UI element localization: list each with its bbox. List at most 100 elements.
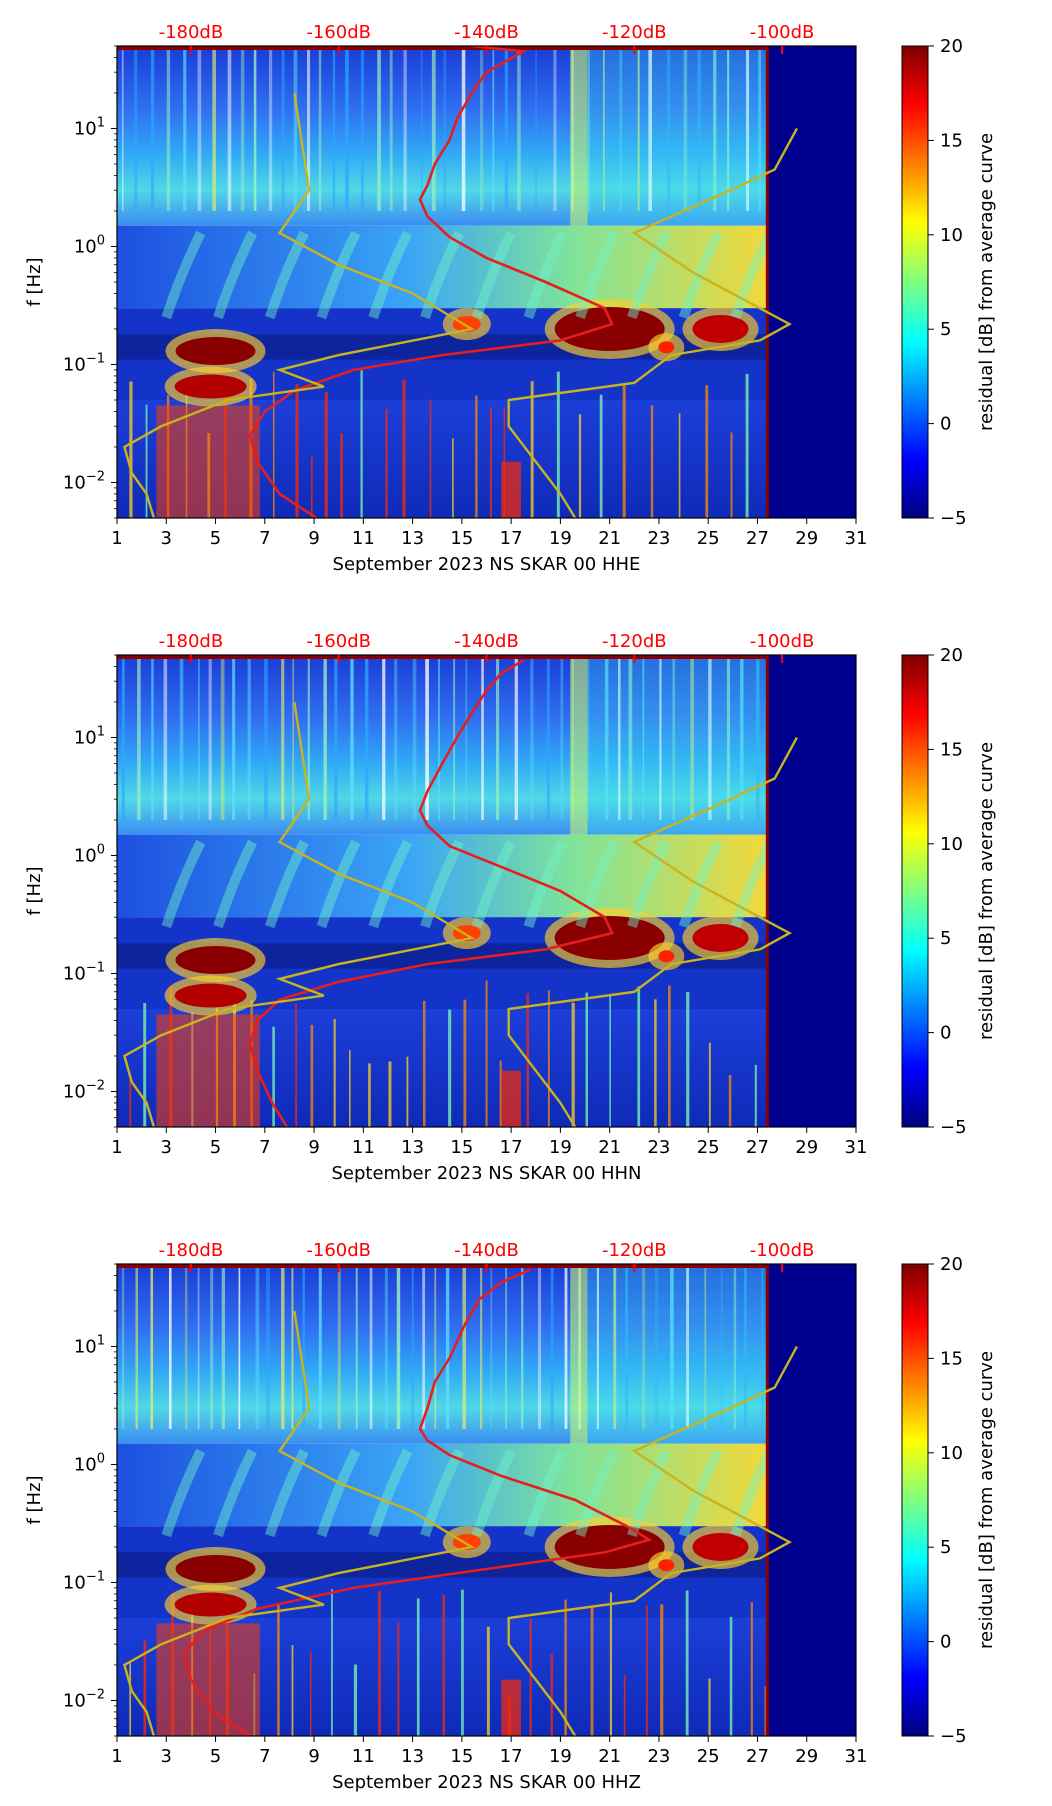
hf-streak — [360, 46, 364, 211]
hf-streak — [166, 46, 171, 211]
hf-streak — [281, 1264, 285, 1429]
x-tick-label: 9 — [308, 1746, 319, 1767]
colorbar — [901, 654, 929, 1128]
lf-spike — [143, 1003, 147, 1127]
hf-bright — [587, 1264, 768, 1444]
lf-spike — [622, 384, 626, 518]
hf-streak — [726, 655, 731, 820]
hf-streak — [690, 655, 694, 820]
spectrogram-image — [117, 46, 856, 518]
colorbar-tick-label: 20 — [940, 645, 963, 666]
hf-streak — [697, 46, 701, 211]
x-tick-label: 29 — [795, 1746, 818, 1767]
x-tick-label: 15 — [450, 1137, 473, 1158]
lf-spike — [660, 1604, 664, 1736]
hf-streak — [505, 1264, 508, 1429]
dispersion-wisp — [471, 230, 516, 320]
dispersion-wisp — [368, 230, 413, 320]
hf-bright — [587, 655, 768, 835]
lf-block — [156, 405, 260, 518]
lf-block — [156, 1014, 260, 1127]
lf-spike — [530, 381, 534, 518]
hf-streak — [628, 655, 633, 820]
hf-streak — [546, 655, 550, 820]
hf-streak — [422, 1264, 426, 1429]
y-axis-title: f [Hz] — [24, 1475, 45, 1524]
hf-streak — [411, 1264, 414, 1429]
lf-spike — [129, 1076, 132, 1127]
hf-streak — [292, 655, 295, 820]
x-tick-label: 23 — [647, 1137, 670, 1158]
hf-streak — [337, 1264, 341, 1429]
dispersion-wisp — [316, 1448, 361, 1538]
x-tick-label: 25 — [697, 528, 720, 549]
dispersion-wisp — [575, 230, 620, 320]
psd-red-curve — [248, 46, 614, 518]
y-tick-label: 10−2 — [63, 469, 105, 493]
hf-streak — [268, 46, 273, 211]
x-tick-label: 25 — [697, 1137, 720, 1158]
dispersion-wisp — [264, 230, 309, 320]
hf-streak — [504, 46, 509, 211]
hf-streak — [637, 46, 640, 211]
db-axis-label: -160dB — [306, 631, 371, 652]
hf-streak — [537, 1264, 542, 1429]
hf-streak — [198, 655, 200, 820]
colorbar-tick-label: −5 — [940, 1117, 967, 1138]
lf-spike — [585, 992, 588, 1127]
dispersion-wisp — [523, 230, 568, 320]
lf-spike — [529, 1618, 532, 1736]
x-axis-title: September 2023 NS SKAR 00 HHE — [333, 554, 641, 575]
hf-streak — [382, 655, 386, 820]
dispersion-wisp — [213, 839, 257, 929]
hf-streak — [121, 46, 124, 211]
dispersion-wisp — [368, 839, 413, 929]
hf-bright — [570, 1264, 588, 1444]
db-axis-label: -120dB — [602, 1240, 667, 1261]
hf-streak — [443, 46, 447, 211]
db-axis-label: -120dB — [602, 22, 667, 43]
hf-streak — [672, 655, 676, 820]
x-tick-label: 3 — [161, 1746, 172, 1767]
hf-streak — [686, 1264, 689, 1429]
lf-spike — [143, 1640, 147, 1736]
microseism-blob — [175, 337, 256, 366]
lf-spike — [416, 1598, 420, 1736]
dispersion-wisp — [420, 839, 464, 929]
lf-block-17 — [501, 461, 521, 518]
x-tick-label: 31 — [845, 1137, 868, 1158]
x-tick-label: 13 — [401, 528, 424, 549]
microseism-blob — [174, 983, 247, 1008]
colorbar-tick-label: 10 — [940, 225, 963, 246]
y-tick-label: 100 — [74, 1451, 105, 1475]
hf-streak — [302, 1264, 305, 1429]
lf-spike — [378, 1590, 381, 1736]
lf-spike — [402, 379, 406, 518]
colorbar — [901, 45, 929, 519]
hf-streak — [740, 655, 744, 820]
hf-streak — [318, 46, 322, 211]
hf-streak — [227, 46, 232, 211]
hf-streak — [134, 46, 138, 211]
hf-streak — [758, 46, 762, 211]
hf-streak — [462, 1264, 466, 1429]
lf-spike — [452, 438, 454, 518]
db-axis-label: -100dB — [750, 22, 815, 43]
hf-streak — [291, 1264, 294, 1429]
microseism-blob — [554, 915, 665, 960]
hf-streak — [184, 1264, 188, 1429]
hf-streak — [550, 1264, 554, 1429]
lf-spike — [397, 1622, 400, 1736]
hf-streak — [197, 1264, 200, 1429]
hf-streak — [137, 655, 141, 820]
microseism-blob — [658, 950, 675, 963]
lf-block-17 — [501, 1679, 521, 1736]
lf-spike — [310, 1024, 314, 1127]
hf-streak — [521, 1264, 524, 1429]
lf-spike — [368, 1063, 371, 1127]
hf-streak — [425, 655, 429, 820]
x-tick-label: 19 — [549, 1746, 572, 1767]
x-tick-label: 7 — [259, 528, 270, 549]
x-tick-label: 9 — [308, 528, 319, 549]
hf-streak — [266, 1264, 270, 1429]
